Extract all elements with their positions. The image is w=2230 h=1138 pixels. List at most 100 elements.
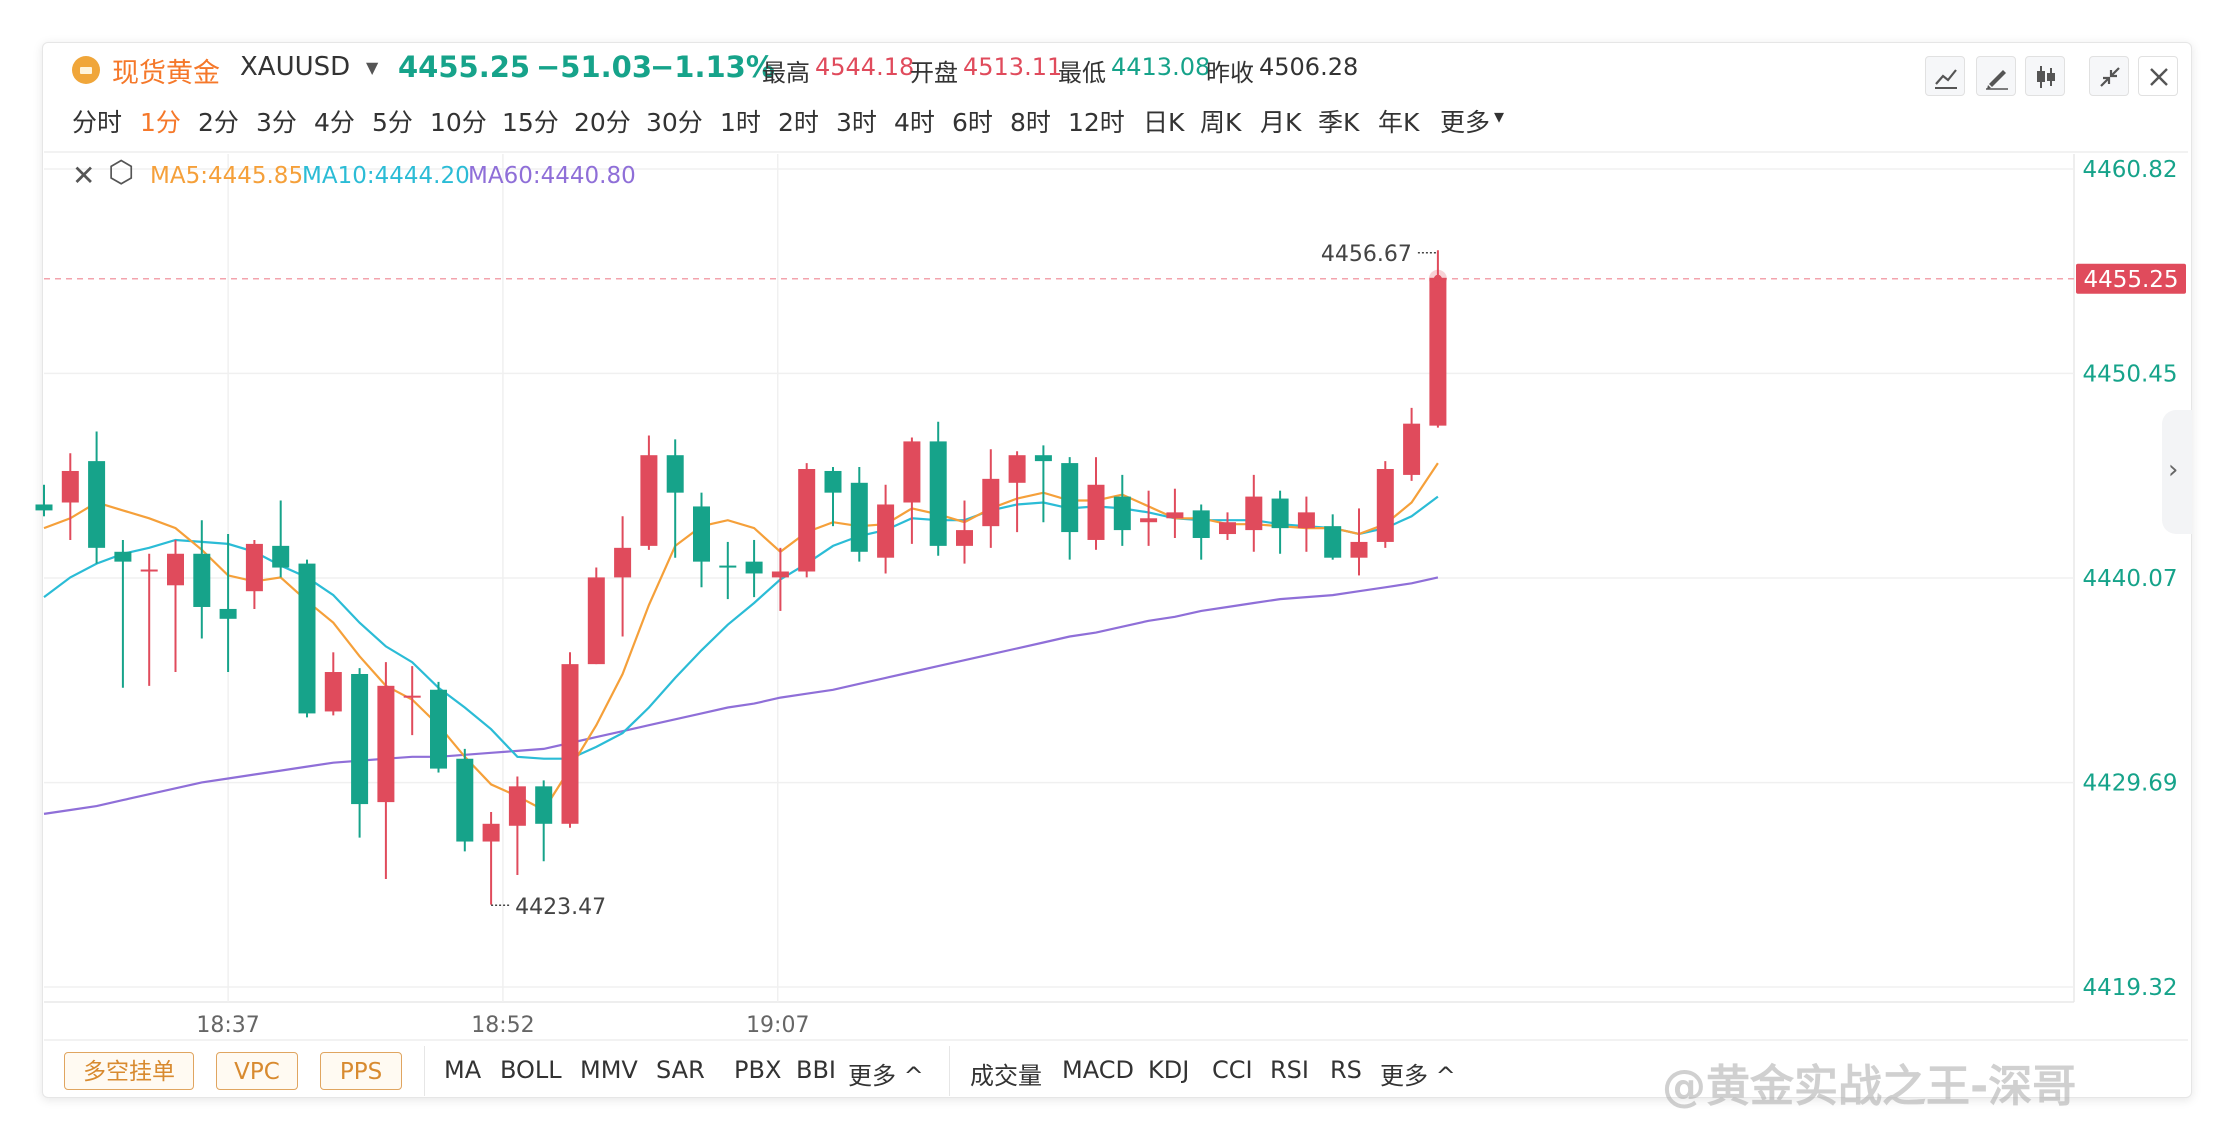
indicator-tab[interactable]: 成交量 [970,1062,1042,1090]
candle-type-button[interactable] [2025,56,2065,96]
period-tab[interactable]: 季K [1318,108,1360,137]
candle-body[interactable] [956,530,973,546]
more-dropdown-icon[interactable]: ▾ [1494,104,1505,128]
candle-body[interactable] [1219,522,1236,535]
period-tab[interactable]: 30分 [646,108,703,137]
candle-body[interactable] [640,455,658,546]
candle-body[interactable] [298,563,316,714]
candle-body[interactable] [482,823,500,842]
period-tab[interactable]: 月K [1260,108,1302,137]
period-tab[interactable]: 日K [1143,108,1185,137]
period-tab[interactable]: 15分 [502,108,559,137]
overlay-tab[interactable]: BOLL [500,1056,562,1084]
indicator-tab[interactable]: CCI [1212,1056,1253,1084]
candle-body[interactable] [35,504,53,511]
candle-body[interactable] [456,758,474,842]
overlay-tab[interactable]: MMV [580,1056,638,1084]
period-tab[interactable]: 年K [1378,108,1420,137]
candle-body[interactable] [1429,277,1447,426]
symbol-dropdown-icon[interactable]: ▼ [366,58,379,77]
period-tab[interactable]: 更多 [1440,108,1491,137]
candle-body[interactable] [114,551,132,562]
overlay-tab[interactable]: BBI [796,1056,837,1084]
candle-body[interactable] [324,672,342,712]
indicator-tab[interactable]: MACD [1062,1056,1134,1084]
candle-body[interactable] [824,470,842,493]
candle-body[interactable] [1140,518,1158,523]
indicator-tab[interactable]: KDJ [1148,1056,1190,1084]
instrument-symbol[interactable]: XAUUSD [240,52,351,82]
candle-body[interactable] [745,561,763,574]
candle-body[interactable] [167,553,184,586]
period-tab[interactable]: 2时 [778,108,819,137]
candle-body[interactable] [903,441,921,503]
candle-body[interactable] [1192,510,1210,538]
long-short-orders-button[interactable]: 多空挂单 [64,1052,194,1090]
candle-body[interactable] [508,786,526,826]
period-tab[interactable]: 分时 [72,108,123,137]
candle-body[interactable] [1350,541,1368,558]
candle-body[interactable] [272,545,290,568]
candle-body[interactable] [1034,455,1052,462]
candle-body[interactable] [719,565,737,568]
candle-body[interactable] [666,455,684,493]
side-panel-handle[interactable] [2162,410,2192,534]
overlay-tab[interactable]: MA [444,1056,482,1084]
overlay-tab[interactable]: 更多 ^ [848,1062,924,1090]
period-tab[interactable]: 4分 [314,108,355,137]
collapse-button[interactable] [2089,56,2129,96]
period-tab[interactable]: 10分 [430,108,487,137]
indicator-tab[interactable]: RSI [1270,1056,1309,1084]
period-tab[interactable]: 1时 [720,108,761,137]
candle-body[interactable] [1324,526,1342,558]
period-tab[interactable]: 2分 [198,108,239,137]
period-tab[interactable]: 6时 [952,108,993,137]
candle-body[interactable] [561,664,579,824]
candle-body[interactable] [877,504,895,558]
period-tab[interactable]: 1分 [140,108,181,137]
candle-body[interactable] [798,468,816,572]
overlay-tab[interactable]: SAR [656,1056,705,1084]
candle-body[interactable] [771,571,789,578]
period-tab[interactable]: 8时 [1010,108,1051,137]
candle-body[interactable] [1087,484,1105,540]
candle-body[interactable] [535,786,553,824]
pps-button[interactable]: PPS [320,1052,402,1090]
candle-body[interactable] [1166,512,1184,519]
candle-body[interactable] [614,547,632,578]
draw-line-button[interactable] [1925,56,1965,96]
candle-body[interactable] [377,685,395,803]
candle-body[interactable] [193,553,211,607]
candle-body[interactable] [1061,463,1079,533]
candle-body[interactable] [1403,423,1421,475]
candle-body[interactable] [587,577,605,665]
period-tab[interactable]: 4时 [894,108,935,137]
candle-body[interactable] [929,441,947,546]
candle-body[interactable] [140,569,158,572]
indicator-tab[interactable]: RS [1330,1056,1362,1084]
candle-body[interactable] [219,608,237,619]
candle-body[interactable] [403,695,421,698]
candle-body[interactable] [1008,455,1026,483]
close-button[interactable] [2138,56,2178,96]
period-tab[interactable]: 20分 [574,108,631,137]
vpc-button[interactable]: VPC [216,1052,298,1090]
period-tab[interactable]: 5分 [372,108,413,137]
candle-body[interactable] [61,470,79,503]
period-tab[interactable]: 周K [1200,108,1242,137]
candle-body[interactable] [1245,496,1263,531]
period-tab[interactable]: 12时 [1068,108,1125,137]
pen-button[interactable] [1976,56,2016,96]
candle-body[interactable] [245,543,263,592]
period-tab[interactable]: 3分 [256,108,297,137]
candle-body[interactable] [430,689,447,769]
indicator-tab[interactable]: 更多 ^ [1380,1062,1456,1090]
hide-indicator-icon[interactable]: ✕ [72,159,96,192]
candle-body[interactable] [1297,512,1315,529]
chevron-right-icon[interactable]: › [2168,455,2179,485]
period-tab[interactable]: 3时 [836,108,877,137]
candle-body[interactable] [1113,496,1131,531]
overlay-tab[interactable]: PBX [734,1056,782,1084]
candle-body[interactable] [693,506,710,562]
candle-body[interactable] [351,673,369,805]
